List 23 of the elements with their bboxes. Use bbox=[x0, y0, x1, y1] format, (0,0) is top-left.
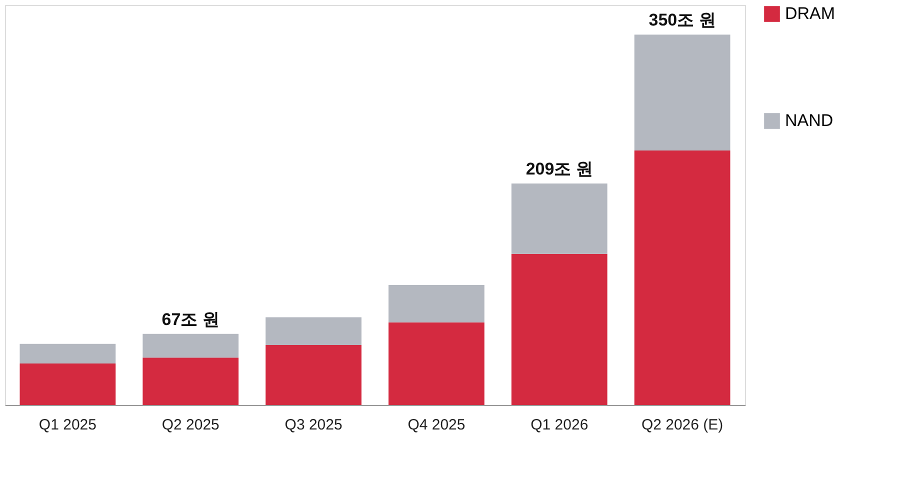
bar bbox=[266, 345, 362, 405]
bar bbox=[634, 34, 730, 151]
legend-label: NAND bbox=[785, 111, 834, 130]
x-tick-label: Q4 2025 bbox=[408, 416, 466, 434]
bar bbox=[388, 285, 484, 322]
bar bbox=[142, 358, 239, 405]
x-tick-label: Q2 2025 bbox=[162, 416, 220, 434]
legend-label: DRAM bbox=[785, 4, 836, 23]
x-tick-label: Q1 2025 bbox=[38, 416, 96, 434]
bar bbox=[20, 344, 116, 364]
x-tick-label: Q3 2025 bbox=[284, 416, 342, 434]
annotation: 350조 원 bbox=[648, 10, 716, 30]
bar bbox=[634, 150, 730, 405]
x-tick-label: Q1 2026 bbox=[530, 416, 588, 434]
bar bbox=[20, 364, 116, 405]
x-tick-label: Q2 2026 (E) bbox=[641, 416, 724, 434]
bar bbox=[142, 334, 239, 358]
bar bbox=[511, 184, 608, 254]
bar bbox=[388, 322, 484, 405]
bar bbox=[266, 317, 362, 345]
bar bbox=[511, 254, 608, 405]
annotation: 209조 원 bbox=[526, 160, 593, 179]
annotation: 67조 원 bbox=[162, 310, 220, 329]
